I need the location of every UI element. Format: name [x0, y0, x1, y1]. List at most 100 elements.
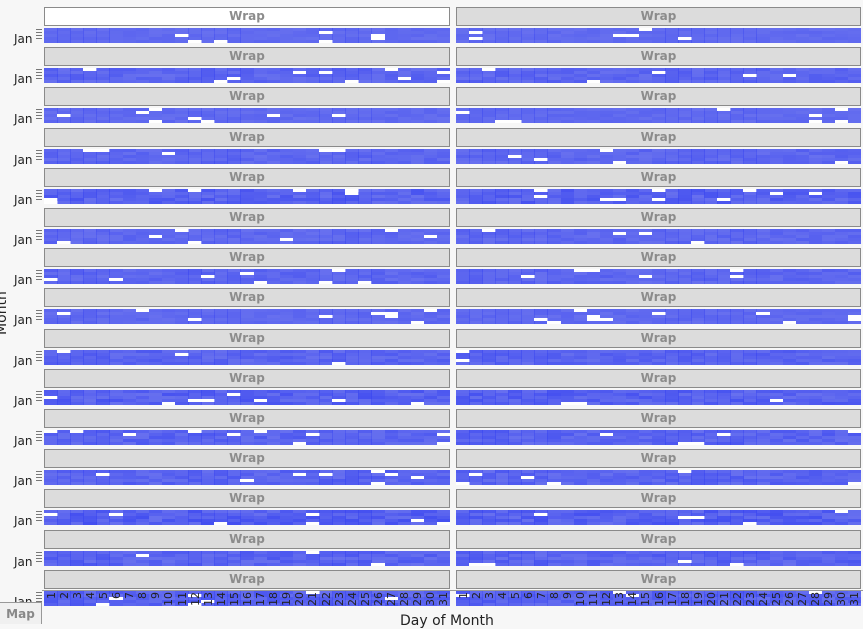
heatmap-cell — [612, 194, 627, 198]
heatmap-cell — [847, 355, 862, 359]
heatmap-cell — [795, 37, 810, 40]
heatmap-cell — [253, 315, 268, 319]
heatmap-cell — [560, 430, 575, 433]
heatmap-cell — [743, 519, 757, 523]
x-tick-label: 10 — [162, 592, 176, 606]
heatmap-cell — [148, 361, 163, 365]
heatmap-cell — [743, 482, 757, 486]
heatmap-cell — [371, 321, 385, 325]
heatmap-cell — [397, 482, 412, 486]
heatmap-cell — [834, 476, 849, 480]
heatmap-cell — [782, 309, 797, 313]
heatmap-cell — [44, 312, 58, 316]
heatmap-cell — [612, 349, 627, 353]
heatmap-cell — [292, 433, 307, 436]
heatmap-cell — [456, 71, 470, 75]
heatmap-cell — [305, 68, 320, 72]
heatmap-cell — [345, 430, 359, 433]
heatmap-cell — [148, 556, 163, 560]
heatmap-cell — [743, 71, 757, 75]
heatmap-cell — [279, 355, 294, 359]
heatmap-cell — [599, 232, 614, 235]
heatmap-cell — [358, 473, 372, 477]
heatmap-cell — [410, 200, 425, 204]
heatmap-cell — [44, 157, 58, 161]
heatmap-cell — [161, 401, 176, 405]
heatmap-cell — [769, 194, 784, 198]
heatmap-cell — [704, 522, 718, 526]
heatmap-cell — [135, 275, 150, 279]
heatmap-cell — [834, 154, 849, 158]
heatmap-cell — [730, 392, 744, 396]
heatmap-cell — [266, 200, 281, 204]
heatmap-cell — [253, 442, 268, 445]
heatmap-cell — [456, 352, 470, 356]
heatmap-cell — [665, 68, 679, 72]
heatmap-cell — [808, 151, 823, 155]
heatmap-cell — [397, 117, 412, 121]
heatmap-cell — [638, 556, 653, 560]
heatmap-cell — [665, 550, 679, 554]
heatmap-cell — [319, 321, 333, 325]
y-tick — [36, 440, 42, 441]
heatmap-cell — [808, 238, 823, 241]
heatmap-cell — [109, 194, 124, 198]
heatmap-cell — [560, 31, 575, 34]
heatmap-cell — [665, 349, 679, 353]
heatmap-cell — [109, 229, 124, 232]
heatmap-cell — [371, 318, 385, 322]
heatmap-cell — [423, 361, 438, 365]
map-tab[interactable]: Map — [0, 602, 42, 624]
heatmap-cell — [371, 562, 385, 566]
heatmap-cell — [214, 108, 228, 112]
heatmap-cell — [691, 108, 705, 112]
heatmap-cell — [456, 200, 470, 204]
heatmap-cell — [586, 358, 601, 362]
heatmap-cell — [83, 318, 97, 322]
heatmap-cell — [345, 553, 359, 557]
heatmap-cell — [201, 392, 215, 396]
heatmap-cell — [44, 349, 58, 353]
heatmap-cell — [821, 349, 836, 353]
heatmap-cell — [227, 312, 241, 316]
heatmap-cell — [188, 80, 202, 84]
heatmap-cell — [808, 28, 823, 31]
y-tick — [36, 192, 42, 194]
heatmap-cell — [730, 550, 744, 554]
heatmap-strip — [456, 430, 862, 445]
heatmap-cell — [769, 442, 784, 445]
heatmap-cell — [345, 235, 359, 238]
heatmap-cell — [410, 436, 425, 439]
heatmap-cell — [691, 510, 705, 514]
heatmap-cell — [332, 111, 346, 115]
heatmap-cell — [847, 68, 862, 72]
heatmap-cell — [560, 553, 575, 557]
heatmap-cell — [240, 77, 255, 81]
heatmap-cell — [847, 191, 862, 195]
heatmap-cell — [161, 321, 176, 325]
heatmap-cell — [625, 197, 640, 201]
heatmap-cell — [109, 479, 124, 483]
heatmap-cell — [83, 590, 97, 594]
heatmap-cell — [240, 272, 255, 276]
heatmap-cell — [717, 108, 731, 112]
heatmap-cell — [573, 312, 588, 316]
heatmap-cell — [188, 401, 202, 405]
heatmap-cell — [135, 315, 150, 319]
heatmap-cell — [122, 232, 137, 235]
heatmap-cell — [482, 117, 496, 121]
heatmap-cell — [397, 430, 412, 433]
heatmap-cell — [305, 315, 320, 319]
heatmap-cell — [834, 401, 849, 405]
heatmap-cell — [436, 281, 451, 285]
heatmap-cell — [423, 37, 438, 40]
heatmap-cell — [109, 154, 124, 158]
heatmap-cell — [756, 160, 771, 164]
heatmap-cell — [397, 516, 412, 520]
heatmap-cell — [436, 80, 451, 84]
heatmap-cell — [756, 197, 771, 201]
heatmap-cell — [795, 433, 810, 436]
heatmap-cell — [651, 275, 666, 279]
heatmap-cell — [508, 519, 522, 523]
heatmap-cell — [436, 31, 451, 34]
